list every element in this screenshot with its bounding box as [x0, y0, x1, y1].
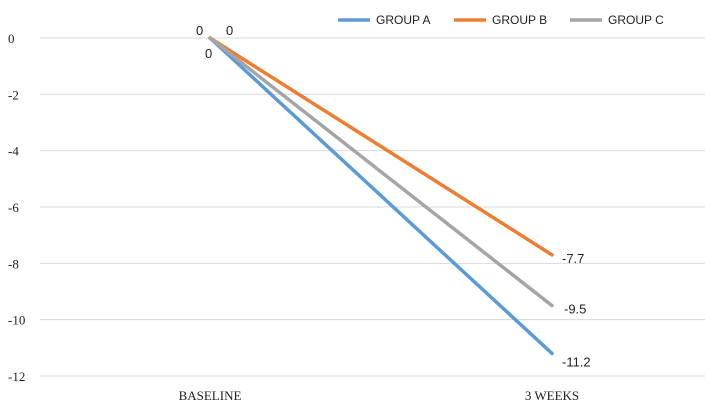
y-tick-label: -8 — [8, 256, 19, 271]
data-label: -7.7 — [562, 251, 584, 266]
y-tick-label: -10 — [8, 313, 25, 328]
gridlines — [40, 37, 705, 377]
series-line — [208, 36, 554, 356]
y-tick-label: -12 — [8, 369, 25, 384]
series-lines — [208, 36, 554, 356]
x-tick-label: BASELINE — [179, 388, 242, 403]
y-tick-label: -6 — [8, 200, 19, 215]
data-label: -9.5 — [564, 302, 586, 317]
legend-label: GROUP C — [608, 13, 664, 27]
series-line — [208, 36, 554, 308]
y-tick-label: -4 — [8, 144, 19, 159]
x-axis-tick-labels: BASELINE 3 WEEKS — [179, 388, 580, 403]
data-label: 0 — [205, 46, 212, 61]
y-axis-tick-labels: 0 -2 -4 -6 -8 -10 -12 — [8, 31, 25, 384]
data-label: 0 — [226, 23, 233, 38]
legend-label: GROUP A — [376, 13, 430, 27]
y-tick-label: -2 — [8, 87, 19, 102]
data-label: 0 — [196, 23, 203, 38]
y-tick-label: 0 — [8, 31, 15, 46]
data-label: -11.2 — [562, 354, 591, 369]
legend-label: GROUP B — [492, 13, 547, 27]
series-line — [208, 36, 554, 257]
legend: GROUP A GROUP B GROUP C — [338, 13, 664, 27]
data-labels: 0 -11.2 0 -7.7 0 -9.5 — [196, 23, 591, 369]
x-tick-label: 3 WEEKS — [525, 388, 579, 403]
